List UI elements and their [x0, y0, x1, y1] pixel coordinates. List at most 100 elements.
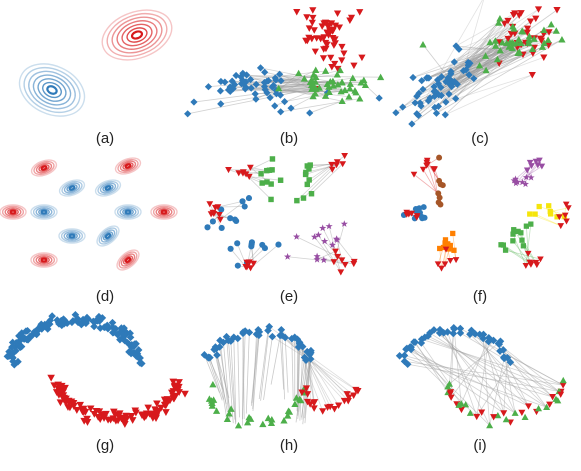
point-marker: [293, 233, 301, 240]
point-marker: [216, 87, 225, 95]
point-marker: [149, 414, 157, 422]
point-marker: [271, 102, 279, 110]
transport-line: [272, 336, 357, 391]
transport-line: [309, 100, 343, 114]
point-marker: [443, 328, 452, 336]
point-marker: [269, 156, 276, 162]
point-marker: [8, 343, 16, 351]
transport-line: [233, 337, 237, 423]
point-marker: [442, 237, 449, 243]
point-marker: [284, 412, 292, 419]
point-marker: [277, 108, 285, 116]
point-marker: [449, 323, 458, 332]
point-marker: [549, 394, 557, 401]
point-marker: [56, 399, 65, 407]
contour-ellipse: [32, 253, 56, 267]
point-marker: [561, 212, 569, 219]
panel-h: [200, 322, 362, 429]
point-marker: [242, 264, 250, 271]
contour-ellipse: [124, 163, 132, 169]
point-marker: [538, 43, 547, 50]
contour-ellipse: [0, 204, 27, 220]
point-marker: [511, 227, 517, 233]
transport-line: [422, 44, 451, 80]
panel-b: [184, 7, 385, 118]
point-marker: [420, 204, 427, 211]
point-marker: [54, 383, 63, 390]
transport-line: [427, 335, 553, 398]
point-marker: [438, 265, 445, 272]
point-marker: [123, 338, 132, 347]
panel-f: [400, 154, 572, 272]
point-marker: [418, 77, 426, 85]
contour-ellipse: [122, 255, 134, 265]
transport-line: [476, 362, 511, 417]
contour-ellipse: [35, 255, 53, 265]
point-marker: [511, 409, 519, 416]
point-marker: [504, 17, 512, 25]
point-marker: [227, 245, 234, 252]
point-marker: [441, 111, 449, 119]
transport-line: [426, 42, 517, 79]
contour-ellipse: [126, 27, 148, 43]
point-marker: [419, 85, 427, 93]
point-marker: [127, 349, 135, 358]
transport-line: [421, 338, 564, 386]
point-marker: [309, 92, 317, 100]
point-marker: [447, 394, 455, 401]
contour-ellipse: [30, 252, 58, 268]
point-marker: [295, 339, 304, 348]
point-marker: [181, 390, 189, 398]
transport-line: [413, 341, 462, 404]
point-marker: [442, 98, 450, 106]
transport-line: [263, 336, 273, 401]
contour-ellipse: [66, 232, 78, 240]
point-marker: [559, 382, 567, 389]
point-marker: [63, 319, 71, 328]
point-marker: [328, 161, 336, 168]
point-marker: [275, 241, 282, 248]
point-marker: [17, 329, 26, 337]
transport-line: [407, 363, 560, 392]
point-marker: [259, 180, 265, 186]
point-marker: [310, 233, 318, 240]
point-marker: [410, 171, 418, 178]
transport-line: [258, 330, 269, 400]
contour-ellipse: [37, 78, 67, 102]
point-marker: [360, 76, 368, 84]
point-marker: [527, 211, 533, 217]
transport-line: [260, 326, 270, 401]
transport-line: [276, 79, 312, 95]
contour-ellipse: [46, 85, 58, 95]
point-marker: [302, 356, 310, 365]
point-marker: [493, 55, 502, 63]
point-marker: [278, 331, 286, 340]
transport-line: [272, 81, 331, 88]
transport-line: [273, 69, 341, 86]
point-marker: [544, 36, 552, 43]
contour-ellipse: [111, 16, 163, 54]
point-marker: [540, 54, 548, 61]
point-marker: [340, 220, 348, 227]
transport-line: [439, 248, 442, 269]
transport-line: [336, 238, 355, 262]
transport-line: [245, 332, 250, 414]
point-marker: [323, 404, 332, 411]
panel-d: [0, 157, 178, 271]
point-marker: [90, 322, 98, 331]
point-marker: [323, 80, 331, 88]
point-marker: [557, 391, 565, 398]
point-marker: [540, 26, 548, 33]
point-marker: [500, 410, 508, 417]
point-marker: [416, 99, 424, 107]
contour-ellipse: [58, 179, 86, 197]
contour-ellipse: [96, 225, 120, 247]
point-marker: [251, 90, 259, 98]
transport-line: [276, 88, 312, 91]
point-marker: [430, 326, 438, 334]
point-marker: [309, 14, 317, 22]
transport-line: [428, 8, 539, 79]
point-marker: [168, 389, 176, 397]
point-marker: [434, 261, 442, 268]
point-marker: [223, 415, 231, 422]
